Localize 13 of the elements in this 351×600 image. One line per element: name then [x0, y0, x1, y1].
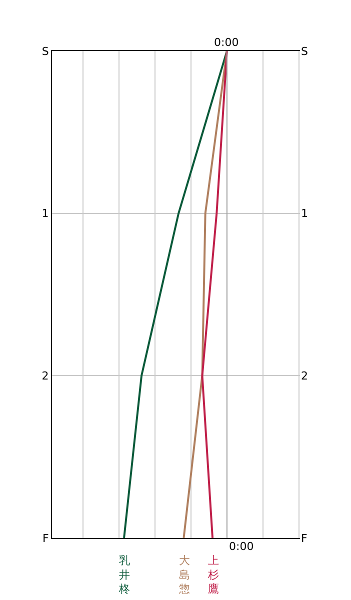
series-label: 乳井柊 [118, 554, 130, 596]
category-label: 1 [301, 207, 308, 220]
y-tick-label: 2 [42, 370, 49, 383]
y-tick-label: 1 [42, 207, 49, 220]
category-label: F [301, 532, 308, 545]
series-label: 上杉鷹 [207, 554, 219, 596]
series-label: 大島惣 [178, 554, 190, 596]
text: 0:00 [214, 36, 239, 49]
category-label: 2 [301, 370, 308, 383]
y-tick-label: F [42, 532, 49, 545]
category-label: S [301, 44, 308, 58]
ref-line-label: 0:00 [229, 540, 254, 553]
y-tick-label: S [42, 44, 49, 58]
